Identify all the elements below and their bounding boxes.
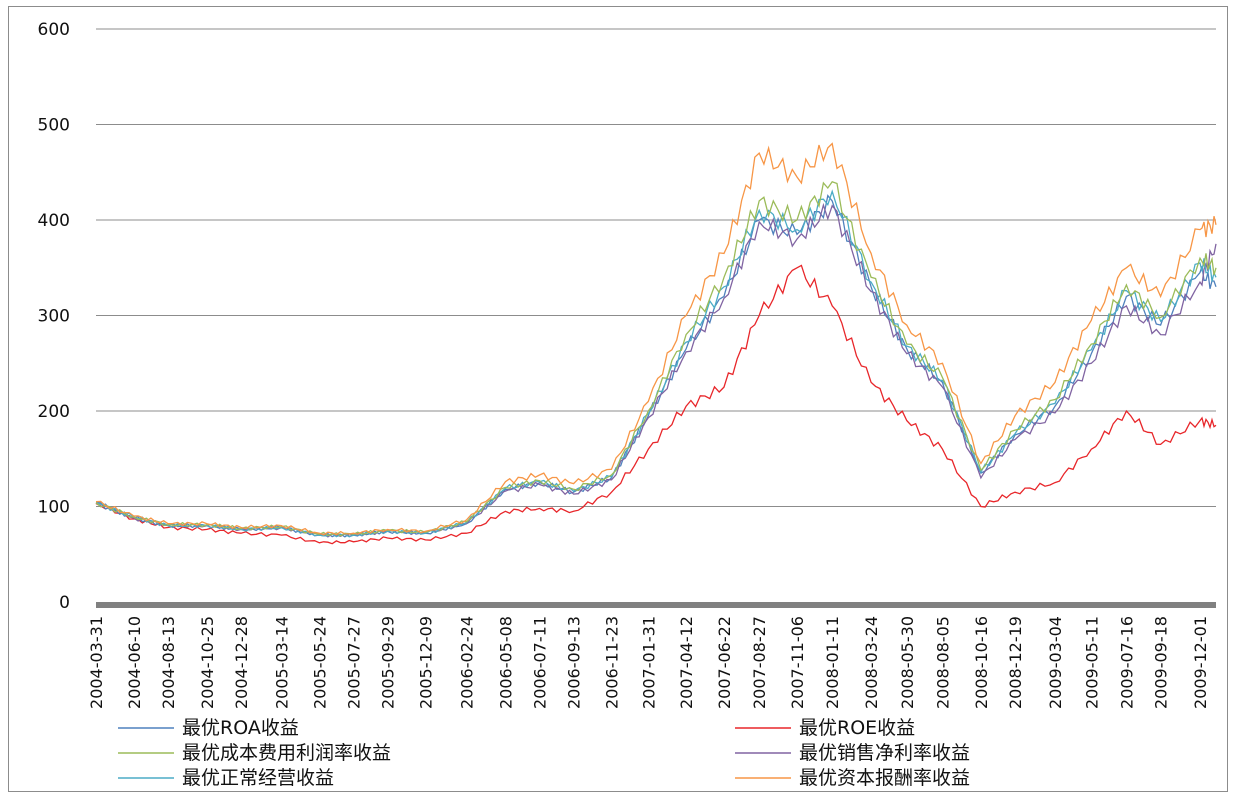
x-tick-label: 2008-08-05 <box>934 616 953 709</box>
chart-frame <box>8 6 1228 792</box>
x-tick-label: 2007-08-27 <box>750 616 769 709</box>
x-tick-label: 2006-05-08 <box>496 616 515 709</box>
legend-label: 最优资本报酬率收益 <box>799 767 970 789</box>
x-tick-label: 2009-05-11 <box>1082 616 1101 709</box>
x-tick-label: 2005-09-29 <box>379 616 398 709</box>
x-tick-label: 2004-08-13 <box>159 616 178 709</box>
y-tick-label: 0 <box>59 593 70 613</box>
x-tick-label: 2004-12-28 <box>232 616 251 709</box>
legend-label: 最优ROA收益 <box>182 717 299 739</box>
legend-label: 最优正常经营收益 <box>182 767 334 789</box>
x-tick-label: 2006-02-24 <box>457 616 476 709</box>
y-tick-label: 300 <box>38 307 70 327</box>
x-tick-label: 2004-10-25 <box>198 616 217 709</box>
x-tick-label: 2009-03-04 <box>1046 616 1065 709</box>
x-tick-label: 2008-01-11 <box>823 616 842 709</box>
legend-item: 最优正常经营收益 <box>118 767 334 789</box>
series-line <box>95 181 1217 537</box>
legend-label: 最优销售净利率收益 <box>799 742 970 764</box>
y-tick-label: 200 <box>38 402 70 422</box>
series-line <box>95 264 1217 545</box>
y-tick-label: 400 <box>38 211 70 231</box>
y-tick-label: 600 <box>38 20 70 40</box>
x-tick-label: 2009-09-18 <box>1152 616 1171 709</box>
legend-label: 最优成本费用利润率收益 <box>182 742 391 764</box>
legend-item: 最优资本报酬率收益 <box>735 767 970 789</box>
series-line <box>95 142 1217 536</box>
x-tick-label: 2007-11-06 <box>788 616 807 709</box>
x-tick-label: 2007-04-12 <box>677 616 696 709</box>
x-tick-label: 2006-09-13 <box>565 616 584 709</box>
series-lines <box>95 142 1217 545</box>
y-tick-label: 500 <box>38 116 70 136</box>
series-line <box>95 202 1217 538</box>
x-tick-label: 2008-12-19 <box>1006 616 1025 709</box>
gridlines <box>96 28 1216 507</box>
x-axis <box>96 602 1216 608</box>
x-axis-line <box>96 602 1216 608</box>
y-tick-label: 100 <box>38 498 70 518</box>
x-tick-label: 2009-07-16 <box>1117 616 1136 709</box>
x-tick-label: 2005-07-27 <box>344 616 363 709</box>
x-tick-label: 2006-07-11 <box>531 616 550 709</box>
x-tick-label: 2008-05-30 <box>898 616 917 709</box>
x-axis-tick-labels: 2004-03-31 2004-06-10 2004-08-13 2004-10-25… <box>87 616 1210 709</box>
x-tick-label: 2008-10-16 <box>972 616 991 709</box>
legend-item: 最优成本费用利润率收益 <box>118 742 391 764</box>
x-tick-label: 2005-12-09 <box>416 616 435 709</box>
y-axis-tick-labels: 0 100 200 300 400 500 600 <box>38 20 70 613</box>
x-tick-label: 2008-03-24 <box>862 616 881 709</box>
legend-item: 最优ROE收益 <box>735 717 915 739</box>
x-tick-label: 2007-01-31 <box>639 616 658 709</box>
x-tick-label: 2004-03-31 <box>87 616 106 709</box>
x-tick-label: 2009-12-01 <box>1191 616 1210 709</box>
x-tick-label: 2006-11-23 <box>602 616 621 709</box>
x-tick-label: 2004-06-10 <box>125 616 144 709</box>
x-tick-label: 2005-05-24 <box>310 616 329 709</box>
x-tick-label: 2007-06-22 <box>715 616 734 709</box>
legend-item: 最优ROA收益 <box>118 717 299 739</box>
x-tick-label: 2005-03-14 <box>273 616 292 709</box>
legend-label: 最优ROE收益 <box>799 717 915 739</box>
legend-item: 最优销售净利率收益 <box>735 742 970 764</box>
